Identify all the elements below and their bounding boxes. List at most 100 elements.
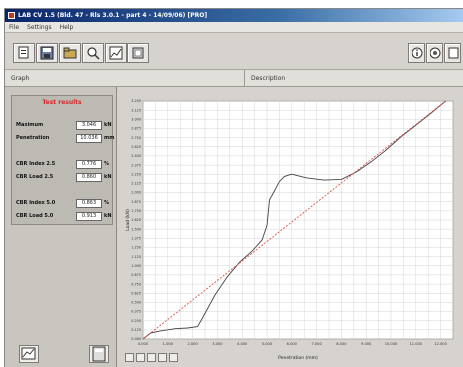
result-label: CBR Load 5.0 xyxy=(16,213,54,219)
zoom-button[interactable] xyxy=(82,43,104,63)
reference-line xyxy=(142,100,446,340)
x-tick-label: 10.000 xyxy=(385,342,398,346)
y-tick-label: 1.750 xyxy=(131,209,141,213)
chart-print-icon xyxy=(21,347,36,360)
open-button[interactable] xyxy=(59,43,81,63)
chart-tool-zoom-in[interactable] xyxy=(125,353,134,362)
y-tick-label: 2.000 xyxy=(131,191,141,195)
y-tick-label: 3.000 xyxy=(131,118,141,122)
application-window: LAB CV 1.5 (Bld. 47 - Rls 3.0.1 - part 4… xyxy=(4,8,463,367)
x-tick-labels: 0.000 1.000 2.000 3.000 4.000 5.000 6.000 7.000… xyxy=(138,342,448,346)
zoom-icon xyxy=(87,47,100,60)
chart-area: 0.000 1.000 2.000 3.000 4.000 5.000 6.000 7.000… xyxy=(117,87,463,367)
help-icon xyxy=(430,47,441,59)
y-tick-label: 0.375 xyxy=(131,310,141,314)
result-label: Penetration xyxy=(16,135,50,141)
y-tick-label: 0.625 xyxy=(131,291,141,295)
new-button[interactable] xyxy=(13,43,35,63)
x-tick-label: 3.000 xyxy=(212,342,223,346)
chart-tool-zoom-out[interactable] xyxy=(136,353,145,362)
chart-tool-fit[interactable] xyxy=(147,353,156,362)
x-tick-label: 1.000 xyxy=(163,342,174,346)
x-tick-label: 0.000 xyxy=(138,342,149,346)
menu-file[interactable]: File xyxy=(9,23,20,31)
result-value: 0.776 xyxy=(76,159,102,169)
open-icon xyxy=(63,47,77,59)
chart-tool-reset[interactable] xyxy=(169,353,178,362)
calculator-icon xyxy=(92,346,106,362)
y-tick-label: 0.000 xyxy=(131,337,141,341)
result-unit: kN xyxy=(104,174,112,180)
y-tick-label: 1.375 xyxy=(131,237,141,241)
export-icon xyxy=(132,47,144,59)
result-row-cbr-index-5-0: CBR Index 5.0 0.863 % xyxy=(16,198,109,208)
load-curve xyxy=(142,100,446,340)
toolbar xyxy=(5,33,463,70)
info-button[interactable] xyxy=(408,43,425,63)
save-button[interactable] xyxy=(36,43,58,63)
y-tick-label: 1.500 xyxy=(131,227,141,231)
save-icon xyxy=(40,46,54,60)
result-row-cbr-load-5-0: CBR Load 5.0 0.913 kN xyxy=(16,211,112,221)
result-label: CBR Load 2.5 xyxy=(16,174,54,180)
x-tick-label: 9.000 xyxy=(361,342,372,346)
tab-description[interactable]: Description xyxy=(251,75,286,82)
result-label: Maximum xyxy=(16,122,44,128)
y-tick-label: 1.875 xyxy=(131,200,141,204)
app-icon xyxy=(8,12,15,19)
chart-toolbar xyxy=(125,353,178,367)
y-axis-label: Load (kN) xyxy=(125,209,131,231)
chart-tool-pan[interactable] xyxy=(158,353,167,362)
y-tick-label: 0.875 xyxy=(131,273,141,277)
result-value: 0.913 xyxy=(76,211,102,221)
chart-button[interactable] xyxy=(105,43,127,63)
grid xyxy=(142,100,454,340)
y-tick-label: 2.500 xyxy=(131,154,141,158)
y-tick-label: 1.625 xyxy=(131,218,141,222)
result-value: 0.860 xyxy=(76,172,102,182)
exit-button[interactable] xyxy=(444,43,461,63)
result-unit: % xyxy=(104,200,110,206)
y-tick-label: 1.250 xyxy=(131,246,141,250)
results-sidebar: Test results Maximum 3.046 kN Penetratio… xyxy=(5,87,117,367)
tab-graph[interactable]: Graph xyxy=(5,70,245,87)
result-row-penetration: Penetration 10.036 mm xyxy=(16,133,114,143)
result-row-cbr-load-2-5: CBR Load 2.5 0.860 kN xyxy=(16,172,112,182)
y-tick-label: 2.625 xyxy=(131,145,141,149)
x-axis-label: Penetration (mm) xyxy=(278,355,318,361)
result-unit: kN xyxy=(104,122,112,128)
x-tick-label: 8.000 xyxy=(336,342,347,346)
load-penetration-chart: 0.000 1.000 2.000 3.000 4.000 5.000 6.000 7.000… xyxy=(125,99,454,361)
panel-header: Graph Description xyxy=(5,70,463,87)
y-tick-label: 1.000 xyxy=(131,264,141,268)
x-tick-label: 11.000 xyxy=(410,342,423,346)
y-tick-label: 0.750 xyxy=(131,282,141,286)
calculator-button[interactable] xyxy=(89,345,109,363)
info-icon xyxy=(412,47,423,59)
y-tick-label: 3.250 xyxy=(131,99,141,103)
x-tick-label: 7.000 xyxy=(311,342,322,346)
y-tick-label: 0.500 xyxy=(131,301,141,305)
result-unit: mm xyxy=(104,135,115,141)
y-tick-label: 3.125 xyxy=(131,108,141,112)
print-chart-button[interactable] xyxy=(19,345,39,363)
result-unit: kN xyxy=(104,213,112,219)
y-tick-label: 0.250 xyxy=(131,319,141,323)
menu-help[interactable]: Help xyxy=(59,23,74,31)
y-tick-label: 2.375 xyxy=(131,163,141,167)
x-tick-label: 6.000 xyxy=(287,342,298,346)
y-tick-label: 2.875 xyxy=(131,127,141,131)
window-title: LAB CV 1.5 (Bld. 47 - Rls 3.0.1 - part 4… xyxy=(18,12,208,19)
help-button[interactable] xyxy=(426,43,443,63)
x-tick-label: 2.000 xyxy=(187,342,198,346)
menu-settings[interactable]: Settings xyxy=(27,23,52,31)
y-tick-label: 2.250 xyxy=(131,172,141,176)
y-tick-label: 0.125 xyxy=(131,328,141,332)
result-unit: % xyxy=(104,161,110,167)
chart-icon xyxy=(109,46,123,60)
result-value: 0.863 xyxy=(76,198,102,208)
y-tick-label: 2.750 xyxy=(131,136,141,140)
title-bar: LAB CV 1.5 (Bld. 47 - Rls 3.0.1 - part 4… xyxy=(5,9,463,22)
export-button[interactable] xyxy=(127,43,149,63)
result-row-cbr-index-2-5: CBR Index 2.5 0.776 % xyxy=(16,159,109,169)
